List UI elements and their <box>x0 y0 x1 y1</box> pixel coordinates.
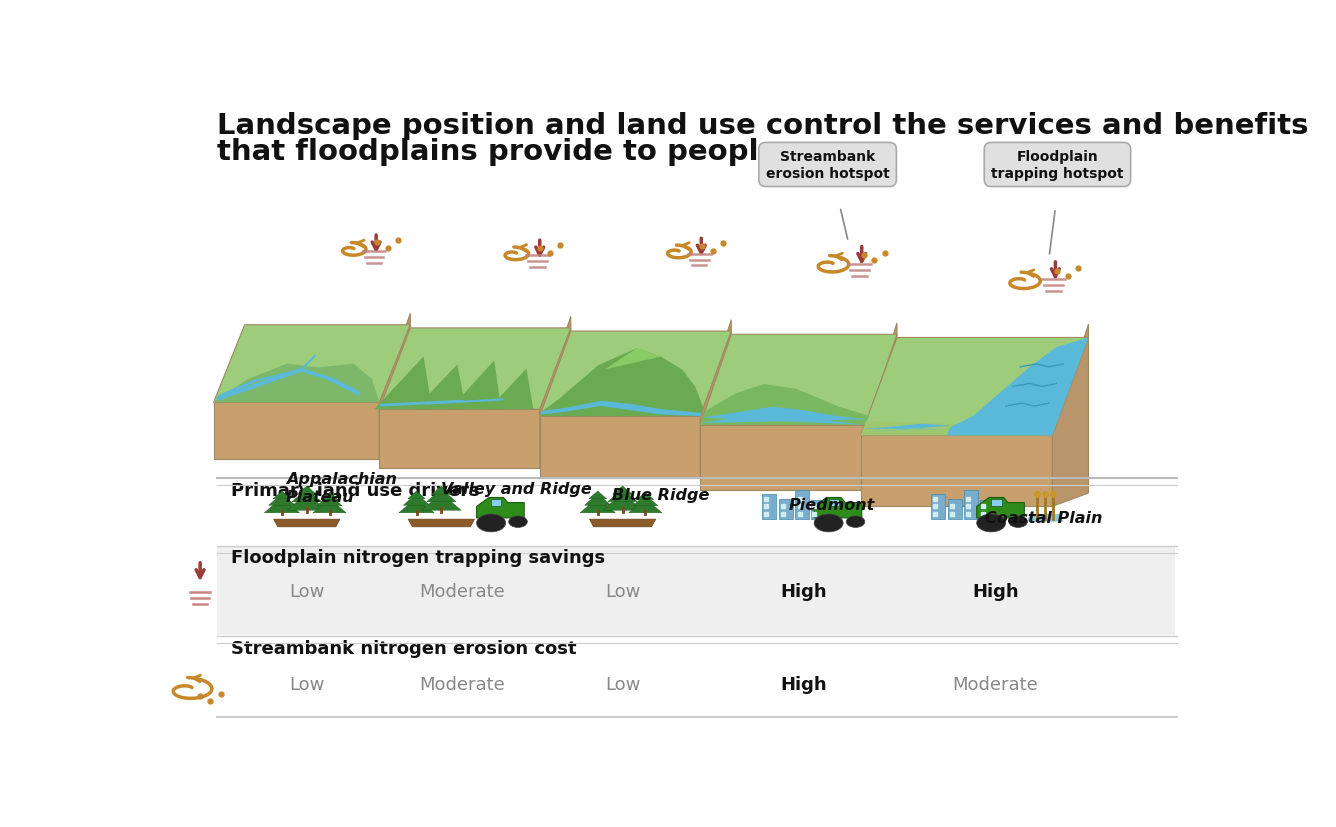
Polygon shape <box>540 332 731 417</box>
Polygon shape <box>608 490 637 502</box>
Polygon shape <box>977 498 1025 519</box>
Text: Low: Low <box>289 582 325 600</box>
Polygon shape <box>700 335 896 425</box>
Text: Piedmont: Piedmont <box>788 497 875 512</box>
Text: High: High <box>780 582 827 600</box>
Polygon shape <box>409 519 474 527</box>
Polygon shape <box>965 491 978 519</box>
Polygon shape <box>489 369 533 409</box>
Polygon shape <box>700 320 731 478</box>
Circle shape <box>509 516 528 528</box>
Polygon shape <box>1053 325 1089 507</box>
Polygon shape <box>313 499 346 513</box>
Polygon shape <box>265 498 299 513</box>
Polygon shape <box>297 486 317 495</box>
Polygon shape <box>862 424 950 433</box>
Text: Streambank
erosion hotspot: Streambank erosion hotspot <box>766 151 890 180</box>
Polygon shape <box>866 323 896 491</box>
Polygon shape <box>317 495 342 506</box>
Polygon shape <box>991 500 1002 507</box>
Polygon shape <box>379 328 570 409</box>
Polygon shape <box>269 495 295 505</box>
Text: Low: Low <box>605 582 640 600</box>
Text: High: High <box>780 675 827 693</box>
Polygon shape <box>399 498 434 513</box>
Polygon shape <box>700 425 866 491</box>
Circle shape <box>846 516 864 528</box>
Polygon shape <box>379 313 410 459</box>
Text: Floodplain nitrogen trapping savings: Floodplain nitrogen trapping savings <box>231 549 605 566</box>
Circle shape <box>1009 516 1027 528</box>
Polygon shape <box>931 494 945 519</box>
Polygon shape <box>540 417 700 478</box>
Polygon shape <box>374 357 433 409</box>
Polygon shape <box>214 325 410 403</box>
Polygon shape <box>450 361 501 409</box>
Polygon shape <box>828 500 839 507</box>
Text: Valley and Ridge: Valley and Ridge <box>441 481 592 496</box>
Polygon shape <box>860 421 1055 436</box>
Text: Low: Low <box>289 675 325 693</box>
Polygon shape <box>540 349 703 417</box>
Circle shape <box>977 514 1006 533</box>
Polygon shape <box>629 499 661 513</box>
Text: Primary land use drivers: Primary land use drivers <box>231 481 480 500</box>
Polygon shape <box>700 385 868 425</box>
Polygon shape <box>763 494 776 519</box>
Polygon shape <box>701 407 868 425</box>
Text: Coastal Plain: Coastal Plain <box>985 510 1102 525</box>
Polygon shape <box>860 436 1053 507</box>
Polygon shape <box>779 500 794 519</box>
Circle shape <box>814 514 843 533</box>
Polygon shape <box>293 490 322 502</box>
Polygon shape <box>947 338 1089 436</box>
Polygon shape <box>274 519 339 527</box>
Text: Moderate: Moderate <box>420 582 505 600</box>
Polygon shape <box>426 490 456 502</box>
Polygon shape <box>1026 514 1063 522</box>
Polygon shape <box>432 486 452 495</box>
Polygon shape <box>947 500 962 519</box>
Polygon shape <box>603 494 643 510</box>
Polygon shape <box>633 495 657 506</box>
Text: Blue Ridge: Blue Ridge <box>612 488 709 503</box>
Polygon shape <box>214 403 379 459</box>
Text: Moderate: Moderate <box>420 675 505 693</box>
Polygon shape <box>492 500 501 507</box>
Polygon shape <box>979 500 991 519</box>
Circle shape <box>477 514 505 533</box>
Polygon shape <box>379 409 540 469</box>
Polygon shape <box>414 365 466 409</box>
Polygon shape <box>585 495 611 505</box>
FancyBboxPatch shape <box>216 547 1176 635</box>
Polygon shape <box>613 486 632 495</box>
Polygon shape <box>477 498 524 519</box>
Polygon shape <box>321 493 338 500</box>
Polygon shape <box>814 498 862 519</box>
Polygon shape <box>407 491 425 499</box>
Polygon shape <box>605 349 661 370</box>
Polygon shape <box>540 401 701 417</box>
Polygon shape <box>860 338 1089 436</box>
Polygon shape <box>637 493 653 500</box>
Polygon shape <box>540 317 570 469</box>
Polygon shape <box>287 494 326 510</box>
Polygon shape <box>214 364 379 403</box>
Polygon shape <box>795 491 810 519</box>
Polygon shape <box>811 500 823 519</box>
Polygon shape <box>422 494 461 510</box>
Text: Floodplain
trapping hotspot: Floodplain trapping hotspot <box>991 151 1124 180</box>
Polygon shape <box>589 519 656 527</box>
Text: Appalachian
Plateau: Appalachian Plateau <box>286 471 397 504</box>
Text: Landscape position and land use control the services and benefits: Landscape position and land use control … <box>216 112 1308 140</box>
Text: High: High <box>973 582 1018 600</box>
Text: that floodplains provide to people: that floodplains provide to people <box>216 137 778 165</box>
Polygon shape <box>273 491 291 499</box>
Polygon shape <box>580 498 616 513</box>
Polygon shape <box>589 491 607 499</box>
Text: Streambank nitrogen erosion cost: Streambank nitrogen erosion cost <box>231 639 577 657</box>
Text: Low: Low <box>605 675 640 693</box>
Polygon shape <box>403 495 430 505</box>
Text: Moderate: Moderate <box>953 675 1038 693</box>
